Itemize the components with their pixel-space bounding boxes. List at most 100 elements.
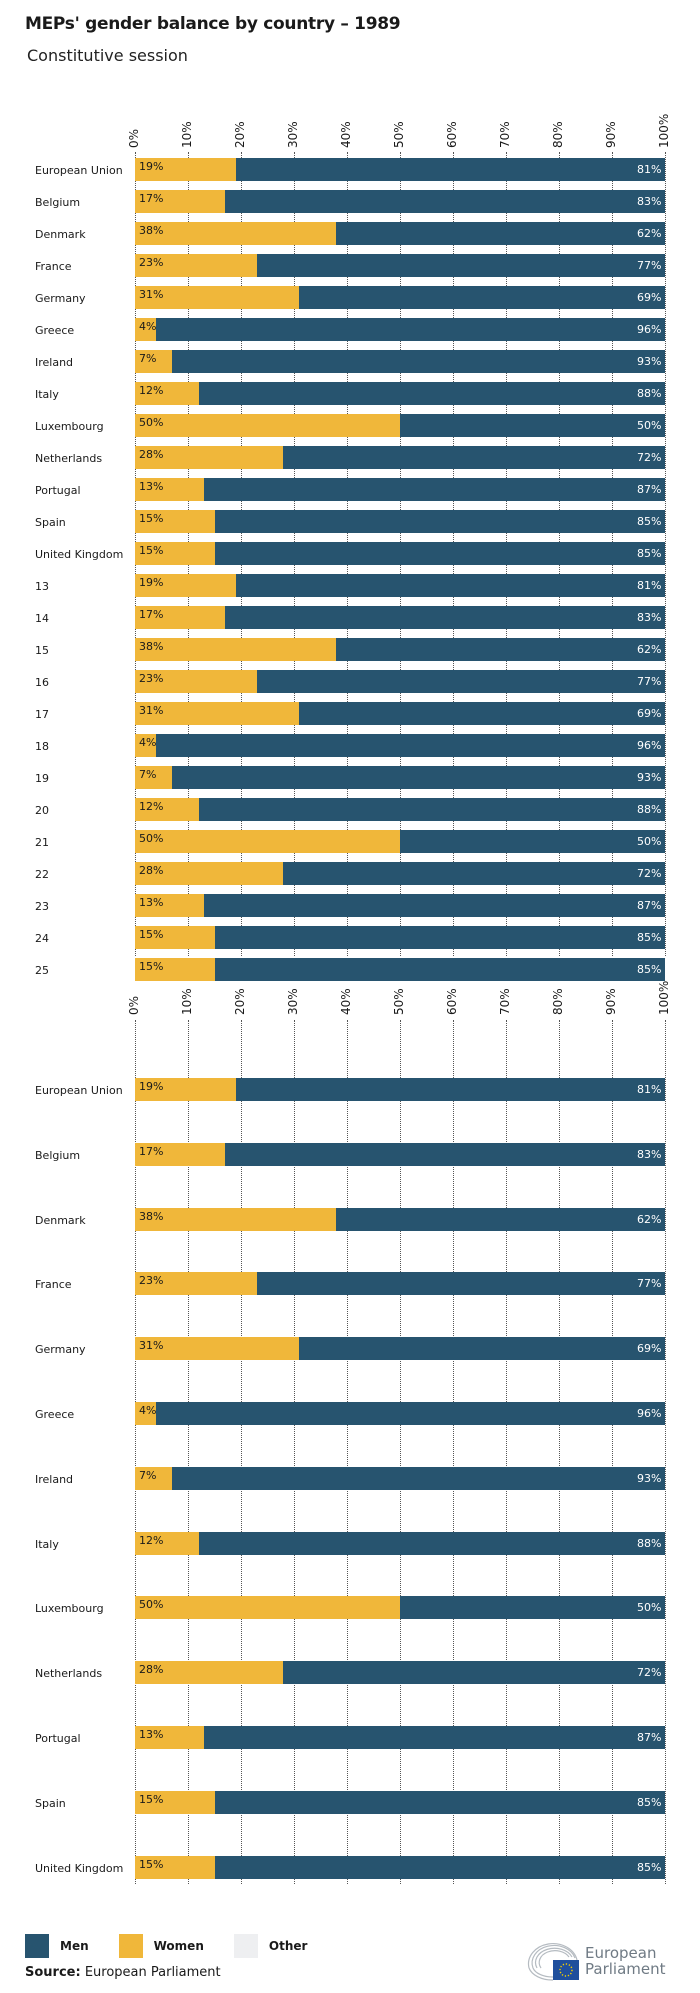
bar-women: [135, 1855, 215, 1879]
category-label: 21: [35, 836, 49, 849]
value-label-women: 23%: [139, 256, 164, 269]
bar-women: [135, 318, 157, 341]
value-label-women: 17%: [139, 1144, 164, 1158]
value-label-women: 50%: [139, 832, 164, 845]
value-label-women: 31%: [139, 1339, 164, 1353]
value-label-men: 62%: [637, 227, 662, 240]
category-label: Netherlands: [35, 1667, 103, 1681]
value-label-men: 50%: [637, 419, 662, 432]
legend-women: Women: [118, 1934, 204, 1958]
bar-men: [214, 1855, 665, 1879]
bar-men: [198, 798, 665, 821]
bar-women: [135, 670, 257, 693]
value-label-women: 7%: [139, 768, 157, 781]
value-label-men: 85%: [637, 963, 662, 976]
bar-men: [336, 1207, 665, 1231]
bar-women: [135, 1790, 215, 1814]
bar-women: [135, 222, 337, 245]
bar-men: [203, 478, 665, 501]
gridline: [612, 1020, 613, 1884]
category-label: 18: [35, 740, 49, 753]
value-label-men: 69%: [637, 1342, 662, 1356]
bar-women: [135, 606, 226, 629]
category-label: Portugal: [35, 484, 81, 497]
category-label: Luxembourg: [35, 1602, 104, 1616]
x-tick-label: 40%: [339, 988, 353, 1015]
legend-swatch-women: [118, 1934, 143, 1958]
value-label-men: 88%: [637, 387, 662, 400]
value-label-men: 81%: [637, 1083, 662, 1096]
bar-men: [256, 254, 665, 277]
x-tick-label: 70%: [498, 988, 512, 1015]
legend: Men Women Other: [25, 1934, 337, 1958]
bar-men: [225, 190, 665, 213]
value-label-men: 87%: [637, 899, 662, 912]
bar-women: [135, 1596, 400, 1620]
category-label: United Kingdom: [35, 548, 124, 561]
value-label-men: 85%: [637, 931, 662, 944]
hemicycle-flag-icon: [527, 1943, 579, 1981]
bar-women: [135, 414, 400, 437]
value-label-women: 13%: [139, 480, 164, 493]
x-tick-label: 80%: [551, 121, 565, 148]
value-label-men: 93%: [637, 355, 662, 368]
category-label: Spain: [35, 1796, 66, 1810]
category-label: 13: [35, 580, 49, 593]
value-label-men: 72%: [637, 451, 662, 464]
gridline: [559, 1020, 560, 1884]
value-label-men: 85%: [637, 515, 662, 528]
value-label-men: 83%: [637, 195, 662, 208]
value-label-men: 83%: [637, 611, 662, 624]
bar-men: [400, 414, 665, 437]
x-tick-label: 100%: [657, 980, 671, 1015]
value-label-women: 15%: [139, 512, 164, 525]
bar-men: [299, 1337, 665, 1361]
bar-men: [299, 702, 665, 725]
category-label: Luxembourg: [35, 420, 104, 433]
bar-women: [135, 190, 226, 213]
source-note: Source: European Parliament: [25, 1965, 221, 1980]
bar-men: [172, 1466, 665, 1490]
category-label: 25: [35, 964, 49, 977]
bar-women: [135, 1531, 199, 1555]
legend-swatch-men: [25, 1934, 49, 1958]
x-tick-label: 10%: [180, 988, 194, 1015]
x-tick-label: 90%: [604, 988, 618, 1015]
value-label-women: 31%: [139, 704, 164, 717]
x-tick-label: 0%: [127, 995, 141, 1015]
value-label-men: 62%: [637, 1212, 662, 1226]
value-label-men: 77%: [637, 675, 662, 688]
category-label: 23: [35, 900, 49, 913]
value-label-women: 15%: [139, 1857, 164, 1871]
bar-men: [214, 926, 665, 949]
value-label-women: 19%: [139, 1080, 164, 1093]
value-label-women: 17%: [139, 608, 164, 621]
category-label: 24: [35, 932, 49, 945]
value-label-women: 28%: [139, 864, 164, 877]
bar-men: [203, 894, 665, 917]
value-label-women: 28%: [139, 1663, 164, 1677]
value-label-women: 38%: [139, 224, 164, 237]
legend-label: Men: [60, 1939, 89, 1953]
value-label-men: 81%: [637, 163, 662, 176]
x-tick-label: 60%: [445, 988, 459, 1015]
category-label: Italy: [35, 388, 59, 401]
european-parliament-logo: European Parliament: [525, 1938, 666, 1984]
gridline: [294, 1020, 295, 1884]
bar-women: [135, 734, 157, 757]
bar-women: [135, 830, 400, 853]
chart-title: MEPs' gender balance by country – 1989: [25, 14, 401, 34]
value-label-men: 69%: [637, 707, 662, 720]
bar-women: [135, 574, 236, 597]
category-label: Belgium: [35, 196, 81, 209]
bar-women: [135, 1466, 173, 1490]
x-tick-label: 70%: [498, 121, 512, 148]
x-tick-label: 60%: [445, 121, 459, 148]
value-label-men: 72%: [637, 1666, 662, 1680]
value-label-women: 17%: [139, 192, 164, 205]
value-label-men: 77%: [637, 259, 662, 272]
bar-men: [198, 1531, 665, 1555]
bar-men: [283, 862, 665, 885]
category-label: United Kingdom: [35, 1861, 124, 1875]
value-label-men: 96%: [637, 323, 662, 336]
